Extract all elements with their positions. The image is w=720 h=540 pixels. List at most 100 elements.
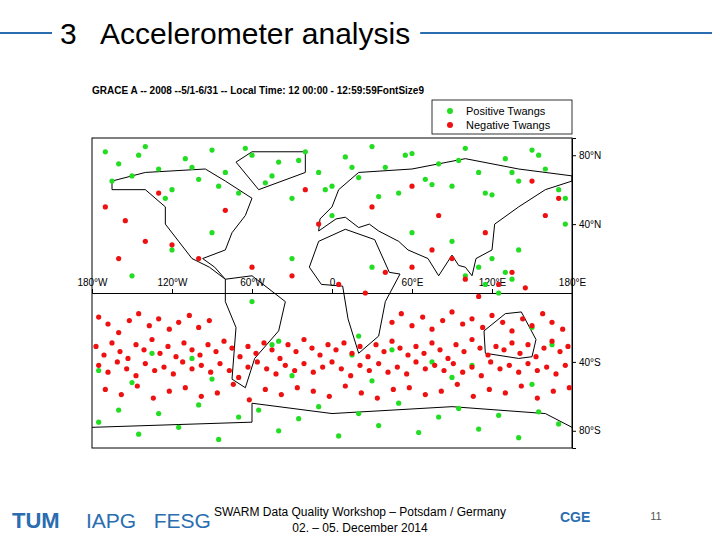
point	[565, 344, 570, 349]
point	[167, 327, 172, 332]
point	[429, 327, 434, 332]
x-axis: 180°W120°W60°W060°E120°E180°E	[77, 277, 586, 294]
point	[375, 395, 380, 400]
point	[549, 320, 554, 325]
point	[436, 414, 441, 419]
point	[227, 368, 232, 373]
point	[116, 408, 121, 413]
x-tick: 120°W	[157, 277, 188, 293]
point	[273, 371, 278, 376]
point	[96, 368, 101, 373]
point	[264, 366, 269, 371]
point	[363, 290, 368, 295]
point	[117, 349, 122, 354]
logo-right: CGE	[560, 509, 590, 525]
point	[269, 342, 274, 347]
point	[169, 247, 174, 252]
point	[256, 408, 261, 413]
coastline	[225, 276, 285, 388]
series-1	[93, 178, 572, 402]
point	[149, 337, 154, 342]
point	[483, 282, 488, 287]
point	[216, 184, 221, 189]
point	[516, 178, 521, 183]
coastline	[484, 312, 536, 359]
point	[276, 339, 281, 344]
point	[476, 265, 481, 270]
point	[409, 265, 414, 270]
point	[167, 389, 172, 394]
point	[169, 187, 174, 192]
x-tick-label: 180°W	[77, 277, 108, 288]
point	[460, 370, 465, 375]
point	[541, 346, 546, 351]
point	[509, 170, 514, 175]
point	[432, 363, 437, 368]
point	[429, 182, 434, 187]
x-tick-mark	[412, 289, 413, 293]
point	[236, 414, 241, 419]
point	[503, 156, 508, 161]
point	[96, 420, 101, 425]
y-tick-label: 40°N	[579, 219, 601, 230]
legend: Positive TwangsNegative Twangs	[432, 100, 572, 134]
point	[156, 166, 161, 171]
point	[109, 178, 114, 183]
point	[503, 390, 508, 395]
point	[143, 361, 148, 366]
point	[129, 380, 134, 385]
point	[483, 230, 488, 235]
point	[451, 361, 456, 366]
point	[525, 361, 530, 366]
point	[376, 194, 381, 199]
point	[439, 389, 444, 394]
point	[103, 149, 108, 154]
point	[455, 382, 460, 387]
point	[295, 385, 300, 390]
point	[93, 344, 98, 349]
point	[461, 349, 466, 354]
point	[119, 392, 124, 397]
x-tick-label: 0	[330, 277, 336, 288]
point	[261, 340, 266, 345]
point	[540, 311, 545, 316]
x-tick-mark	[252, 289, 253, 293]
point	[356, 411, 361, 416]
point	[404, 371, 409, 376]
point	[133, 373, 138, 378]
point	[544, 364, 549, 369]
point	[436, 213, 441, 218]
point	[391, 387, 396, 392]
point	[135, 383, 140, 388]
y-tick: 40°N	[572, 219, 601, 230]
point	[493, 344, 498, 349]
point	[369, 265, 374, 270]
point	[136, 153, 141, 158]
point	[396, 401, 401, 406]
point	[413, 359, 418, 364]
point	[456, 406, 461, 411]
point	[136, 432, 141, 437]
point	[529, 147, 534, 152]
coastline	[319, 159, 572, 276]
point	[311, 389, 316, 394]
point	[309, 346, 314, 351]
point	[476, 170, 481, 175]
point	[103, 387, 108, 392]
point	[237, 354, 242, 359]
point	[161, 364, 166, 369]
point	[329, 184, 334, 189]
y-tick-label: 80°N	[579, 150, 601, 161]
x-tick: 0	[330, 277, 336, 293]
point	[329, 359, 334, 364]
point	[437, 347, 442, 352]
point	[189, 165, 194, 170]
point	[285, 342, 290, 347]
legend-box	[432, 100, 572, 134]
point	[449, 256, 454, 261]
point	[236, 375, 241, 380]
point	[103, 204, 108, 209]
x-tick-label: 120°W	[157, 277, 188, 288]
point	[343, 154, 348, 159]
x-tick: 180°W	[77, 277, 108, 293]
